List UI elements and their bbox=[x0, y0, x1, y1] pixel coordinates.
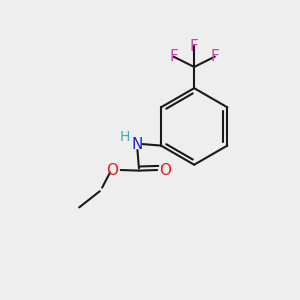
Text: N: N bbox=[132, 136, 143, 152]
Text: F: F bbox=[169, 49, 178, 64]
Text: F: F bbox=[190, 39, 199, 54]
Text: O: O bbox=[106, 163, 119, 178]
Text: F: F bbox=[210, 49, 219, 64]
Text: O: O bbox=[159, 163, 171, 178]
Text: H: H bbox=[120, 130, 130, 144]
